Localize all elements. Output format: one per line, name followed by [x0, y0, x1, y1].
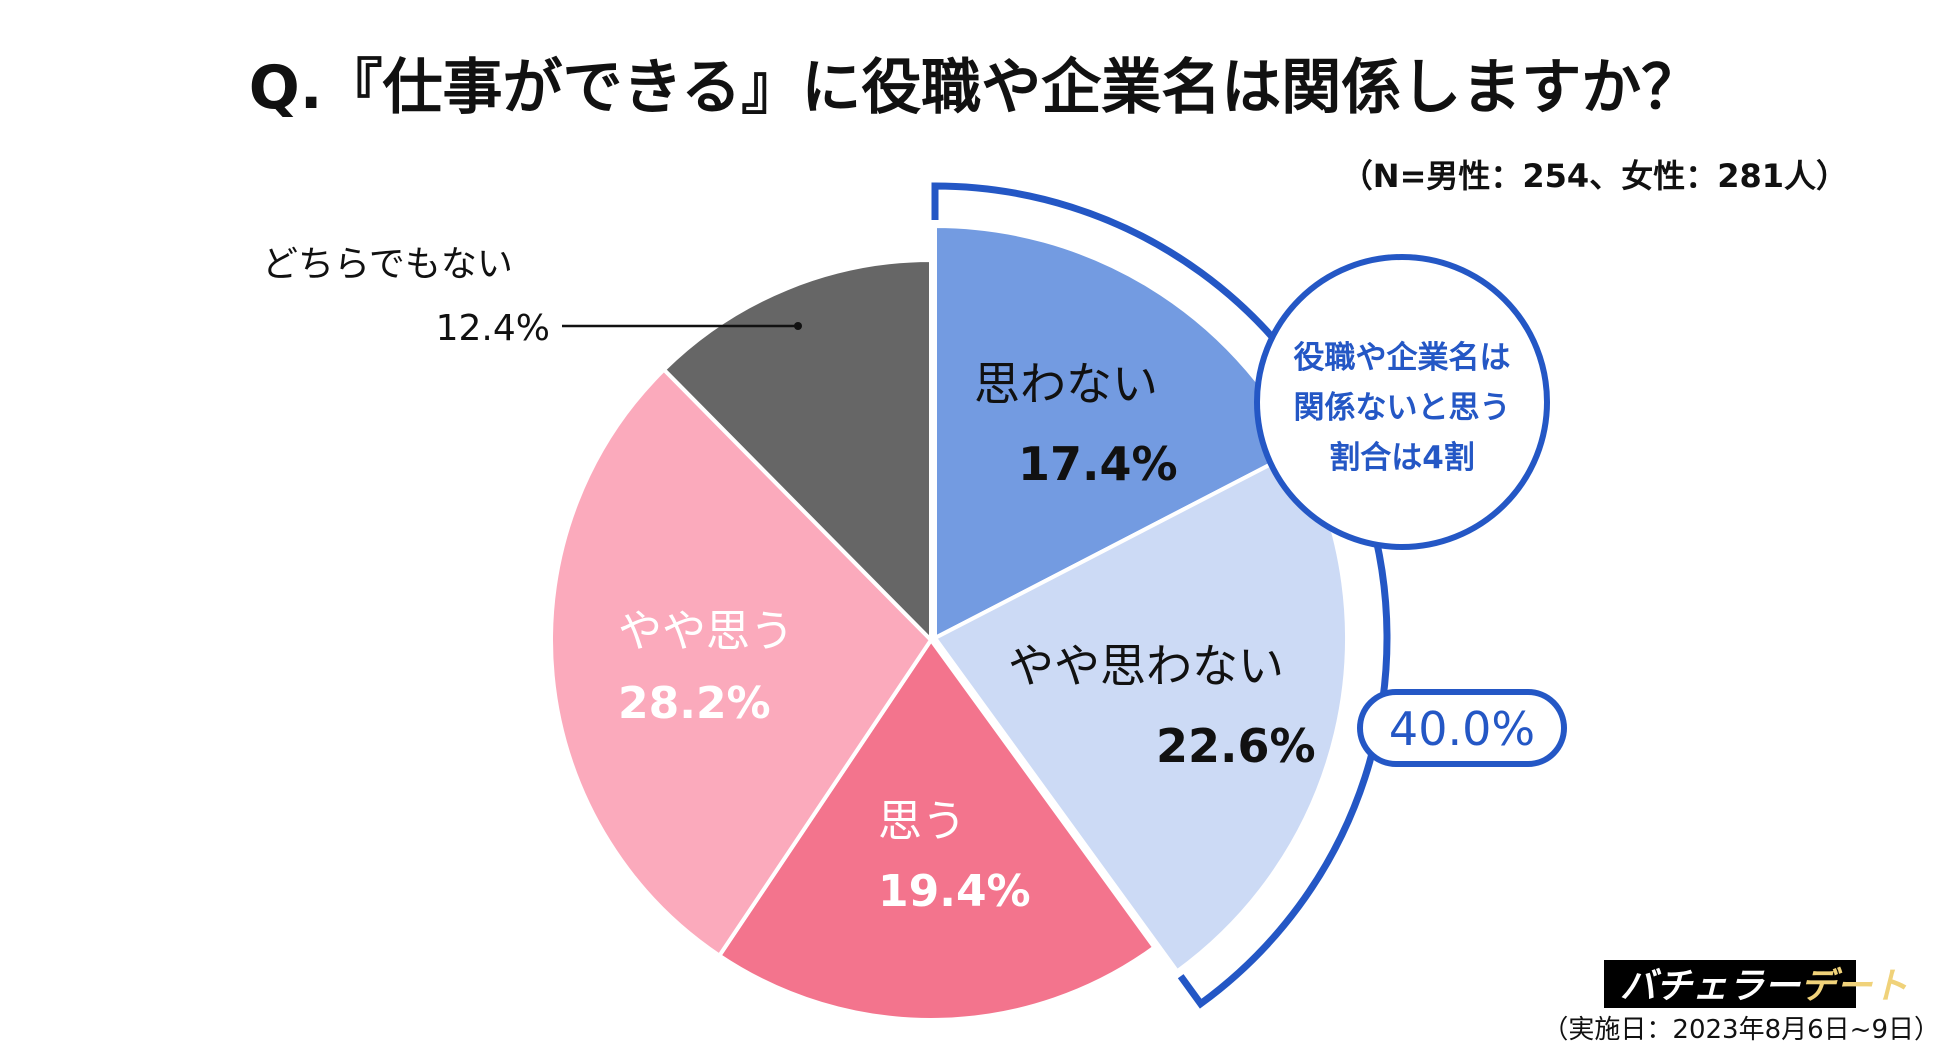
slice-value: 17.4%: [1018, 437, 1178, 491]
slice-label: 思わない: [974, 357, 1158, 411]
sample-note: （N=男性：254、女性：281人）: [1341, 157, 1848, 195]
logo-text-gold: デート: [1800, 966, 1908, 1007]
slice-value: 19.4%: [878, 866, 1031, 917]
pie-slice: [661, 257, 933, 645]
callout-line: 割合は4割: [1329, 440, 1475, 476]
logo: バチェラーデート: [1604, 960, 1908, 1008]
total-pill: 40.0%: [1357, 689, 1567, 767]
slice-label: 思う: [878, 796, 966, 847]
chart-title: Q.『仕事ができる』に役職や企業名は関係しますか？: [249, 53, 1702, 123]
leader-dot: [794, 322, 802, 330]
slice-label: やや思う: [618, 606, 794, 657]
slice-value: 12.4%: [436, 308, 550, 349]
pie-slice: [716, 636, 1158, 1022]
callout-bubble: 役職や企業名は 関係ないと思う 割合は4割: [1254, 254, 1550, 550]
slice-label: やや思わない: [1008, 639, 1284, 693]
pie-slices: [549, 223, 1349, 1022]
slice-value: 28.2%: [618, 678, 771, 729]
slice-value: 22.6%: [1156, 719, 1316, 773]
callout-line: 役職や企業名は: [1294, 340, 1511, 376]
callout-line: 関係ないと思う: [1294, 390, 1511, 426]
logo-text: バチェラー: [1620, 966, 1801, 1007]
survey-date: （実施日：2023年8月6日~9日）: [1542, 1015, 1940, 1045]
svg-text:バチェラーデート: バチェラーデート: [1620, 966, 1908, 1007]
slice-label: どちらでもない: [262, 244, 513, 285]
total-label: 40.0%: [1389, 702, 1535, 756]
pie-slice: [549, 366, 934, 959]
